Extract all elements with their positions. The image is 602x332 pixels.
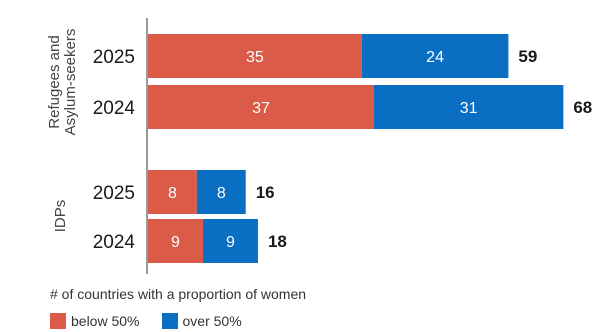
bar-segment-below-50 [148,219,203,263]
legend-item-over-50: over 50% [161,313,242,329]
group-label-1: IDPs [52,200,69,233]
legend-item-below-50: below 50% [50,313,140,329]
group-label-line: IDPs [52,200,69,233]
group-label-line: Asylum-seekers [62,29,79,136]
group-label-0: Refugees andAsylum-seekers [46,29,79,136]
bar-segment-below-50 [148,85,374,129]
group-label-line: Refugees and [46,35,63,128]
year-tick-label: 2024 [93,98,136,119]
chart-note: # of countries with a proportion of wome… [50,286,307,302]
segment-value-label: 9 [171,234,180,251]
segment-value-label: 24 [426,49,444,66]
bar-segment-over-50 [374,85,564,129]
year-tick-label: 2025 [93,47,135,68]
segment-value-label: 31 [460,100,478,117]
bar-segment-over-50 [202,219,258,263]
legend: below 50% over 50% [50,313,264,329]
bar-segment-below-50 [148,34,362,78]
year-tick-label: 2025 [93,183,135,204]
legend-label-below-50: below 50% [71,313,140,329]
segment-value-label: 35 [246,49,264,66]
bar-segment-over-50 [196,170,246,214]
segment-value-label: 8 [217,185,226,202]
legend-swatch-below-50 [50,313,66,329]
total-value-label: 18 [268,232,287,251]
segment-value-label: 8 [168,185,177,202]
year-tick-label: 2024 [93,232,136,253]
bar-segment-below-50 [148,170,197,214]
legend-label-over-50: over 50% [182,313,242,329]
segment-value-label: 9 [226,234,235,251]
bar-segment-over-50 [361,34,509,78]
total-value-label: 16 [256,183,275,202]
total-value-label: 68 [573,98,592,117]
total-value-label: 59 [518,47,537,66]
segment-value-label: 37 [252,100,270,117]
legend-swatch-over-50 [161,313,178,329]
